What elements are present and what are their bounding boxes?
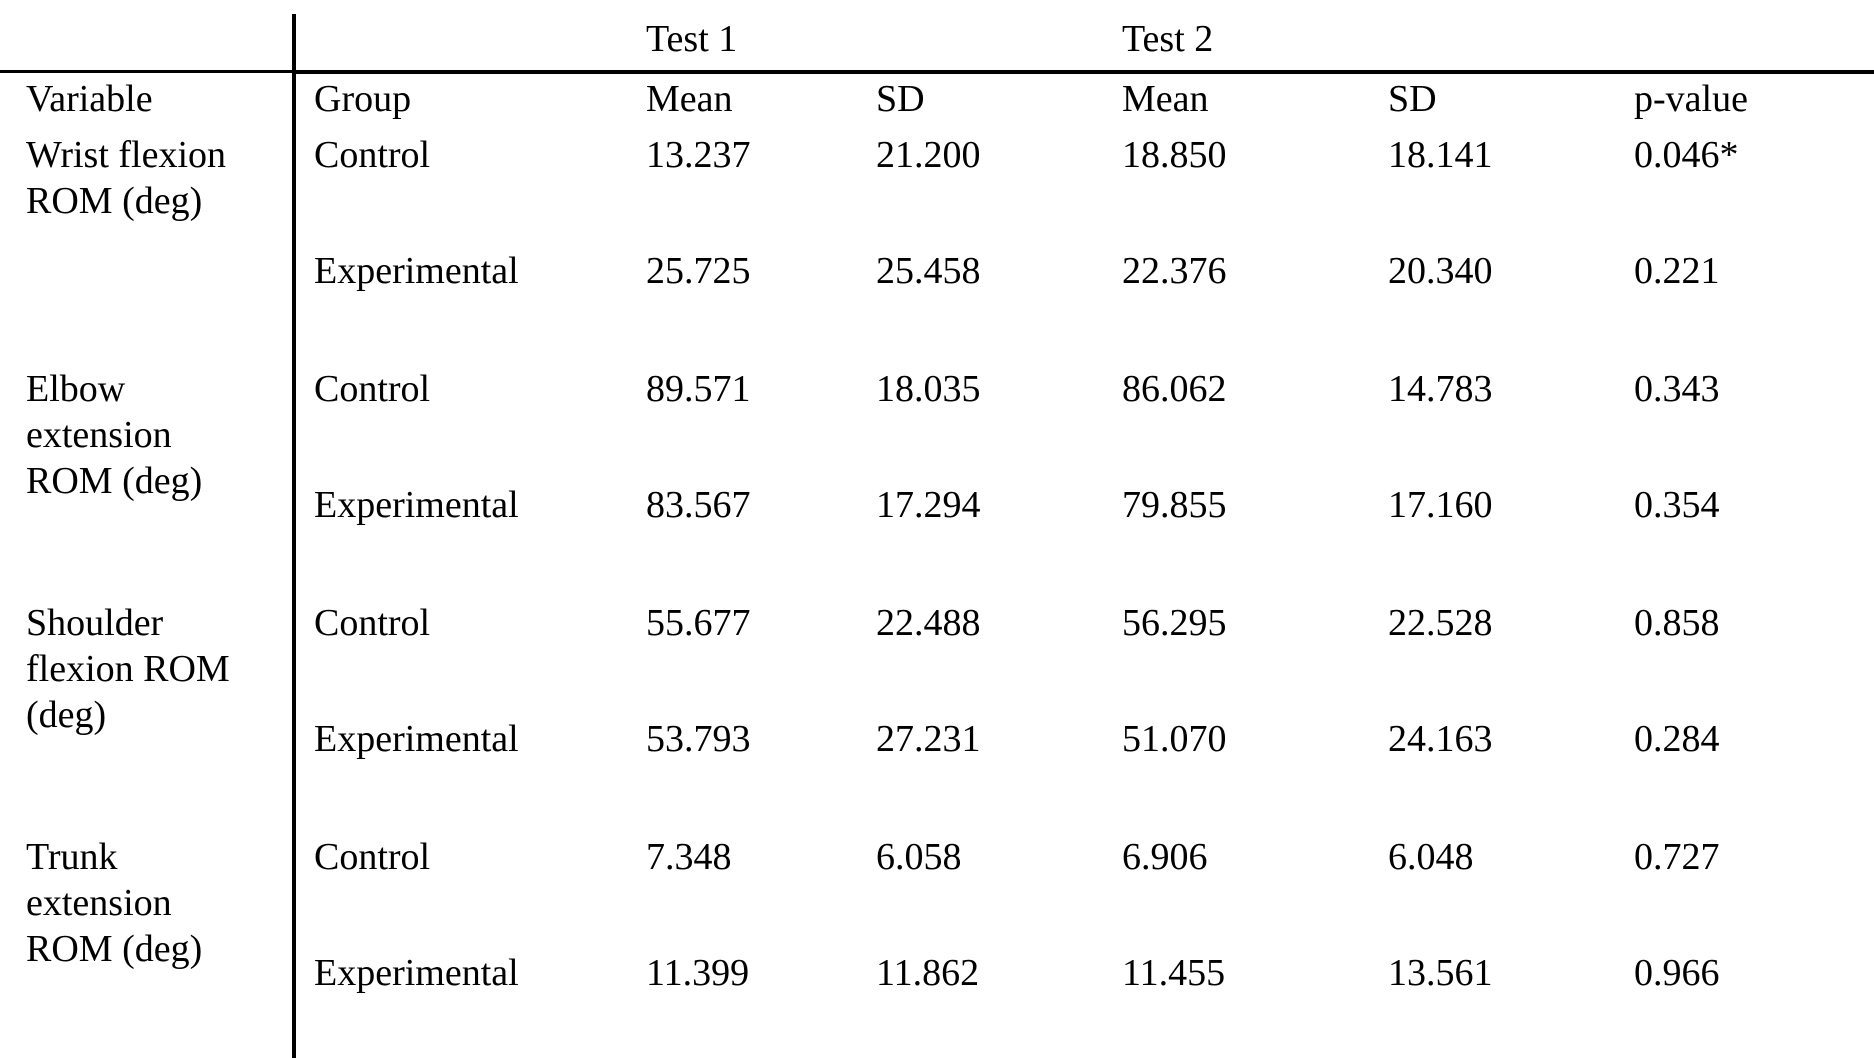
cell-group: Experimental bbox=[314, 952, 519, 994]
column-header-mean-test-1: Mean bbox=[646, 78, 733, 120]
header-test-1: Test 1 bbox=[646, 18, 738, 60]
column-header-sd-test-2: SD bbox=[1388, 78, 1437, 120]
cell-sd-test-1: 22.488 bbox=[876, 602, 981, 644]
table-header-rule-right bbox=[296, 70, 1874, 74]
cell-sd-test-1: 27.231 bbox=[876, 718, 981, 760]
cell-sd-test-1: 17.294 bbox=[876, 484, 981, 526]
cell-p-value: 0.966 bbox=[1634, 952, 1720, 994]
cell-sd-test-1: 21.200 bbox=[876, 134, 981, 176]
cell-sd-test-2: 18.141 bbox=[1388, 134, 1493, 176]
cell-mean-test-1: 89.571 bbox=[646, 368, 751, 410]
cell-sd-test-1: 6.058 bbox=[876, 836, 962, 878]
cell-mean-test-2: 51.070 bbox=[1122, 718, 1227, 760]
table-vertical-rule bbox=[292, 14, 296, 1058]
cell-sd-test-2: 24.163 bbox=[1388, 718, 1493, 760]
cell-p-value: 0.046* bbox=[1634, 134, 1739, 176]
cell-group: Experimental bbox=[314, 484, 519, 526]
variable-label-line: flexion ROM bbox=[26, 648, 230, 690]
column-header-mean-test-2: Mean bbox=[1122, 78, 1209, 120]
cell-sd-test-2: 20.340 bbox=[1388, 250, 1493, 292]
cell-sd-test-2: 22.528 bbox=[1388, 602, 1493, 644]
column-header-p-value: p-value bbox=[1634, 78, 1748, 120]
cell-mean-test-2: 6.906 bbox=[1122, 836, 1208, 878]
cell-mean-test-2: 22.376 bbox=[1122, 250, 1227, 292]
column-header-group: Group bbox=[314, 78, 412, 120]
cell-group: Experimental bbox=[314, 718, 519, 760]
cell-group: Experimental bbox=[314, 250, 519, 292]
cell-p-value: 0.221 bbox=[1634, 250, 1720, 292]
variable-label-line: Trunk bbox=[26, 836, 118, 878]
cell-p-value: 0.343 bbox=[1634, 368, 1720, 410]
cell-mean-test-1: 53.793 bbox=[646, 718, 751, 760]
variable-label-line: ROM (deg) bbox=[26, 460, 203, 502]
cell-sd-test-1: 25.458 bbox=[876, 250, 981, 292]
cell-p-value: 0.354 bbox=[1634, 484, 1720, 526]
cell-group: Control bbox=[314, 134, 431, 176]
cell-sd-test-2: 14.783 bbox=[1388, 368, 1493, 410]
variable-label-line: Shoulder bbox=[26, 602, 164, 644]
table-header-rule-left bbox=[0, 70, 292, 73]
cell-mean-test-1: 83.567 bbox=[646, 484, 751, 526]
column-header-sd-test-1: SD bbox=[876, 78, 925, 120]
cell-mean-test-2: 86.062 bbox=[1122, 368, 1227, 410]
variable-label-line: Wrist flexion bbox=[26, 134, 227, 176]
header-test-2: Test 2 bbox=[1122, 18, 1214, 60]
cell-mean-test-1: 55.677 bbox=[646, 602, 751, 644]
variable-label-line: (deg) bbox=[26, 694, 107, 736]
cell-p-value: 0.284 bbox=[1634, 718, 1720, 760]
cell-sd-test-2: 17.160 bbox=[1388, 484, 1493, 526]
variable-label-line: ROM (deg) bbox=[26, 928, 203, 970]
cell-mean-test-2: 56.295 bbox=[1122, 602, 1227, 644]
cell-sd-test-1: 11.862 bbox=[876, 952, 980, 994]
variable-label-line: extension bbox=[26, 882, 172, 924]
cell-mean-test-1: 13.237 bbox=[646, 134, 751, 176]
cell-sd-test-2: 13.561 bbox=[1388, 952, 1493, 994]
cell-group: Control bbox=[314, 836, 431, 878]
cell-p-value: 0.727 bbox=[1634, 836, 1720, 878]
variable-label-line: ROM (deg) bbox=[26, 180, 203, 222]
cell-mean-test-2: 11.455 bbox=[1122, 952, 1226, 994]
variable-label-line: extension bbox=[26, 414, 172, 456]
cell-sd-test-1: 18.035 bbox=[876, 368, 981, 410]
cell-p-value: 0.858 bbox=[1634, 602, 1720, 644]
variable-label-line: Elbow bbox=[26, 368, 126, 410]
cell-group: Control bbox=[314, 602, 431, 644]
cell-sd-test-2: 6.048 bbox=[1388, 836, 1474, 878]
cell-mean-test-1: 7.348 bbox=[646, 836, 732, 878]
cell-mean-test-1: 25.725 bbox=[646, 250, 751, 292]
cell-mean-test-2: 79.855 bbox=[1122, 484, 1227, 526]
cell-mean-test-1: 11.399 bbox=[646, 952, 750, 994]
column-header-variable: Variable bbox=[26, 78, 153, 120]
cell-mean-test-2: 18.850 bbox=[1122, 134, 1227, 176]
cell-group: Control bbox=[314, 368, 431, 410]
